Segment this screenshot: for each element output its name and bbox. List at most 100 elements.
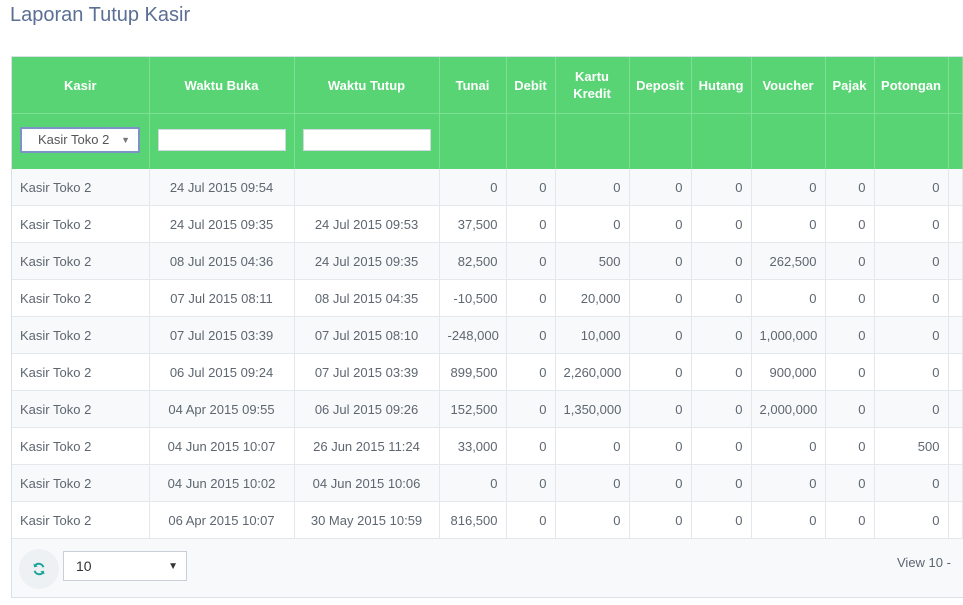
cell-deposit: 0 xyxy=(629,464,692,502)
cell-kasir: Kasir Toko 2 xyxy=(12,390,150,428)
cell-kasir: Kasir Toko 2 xyxy=(12,464,150,502)
cell-kartu-kredit: 500 xyxy=(555,242,630,280)
cell-tunai: 37,500 xyxy=(439,205,507,243)
cell-pajak: 0 xyxy=(825,501,875,539)
cell-kartu-kredit: 0 xyxy=(555,169,630,206)
column-header-waktu-tutup[interactable]: Waktu Tutup xyxy=(294,57,440,114)
table-row[interactable]: Kasir Toko 2 04 Jun 2015 10:02 04 Jun 2015… xyxy=(12,464,963,502)
cell-waktu-tutup: 24 Jul 2015 09:35 xyxy=(294,242,440,280)
cell-waktu-tutup: 08 Jul 2015 04:35 xyxy=(294,279,440,317)
cell-waktu-tutup: 07 Jul 2015 03:39 xyxy=(294,353,440,391)
cell-debit: 0 xyxy=(506,464,556,502)
cell-debit: 0 xyxy=(506,279,556,317)
cell-debit: 0 xyxy=(506,353,556,391)
cell-kartu-kredit: 10,000 xyxy=(555,316,630,354)
cell-waktu-tutup xyxy=(294,169,440,206)
cell-pajak: 0 xyxy=(825,205,875,243)
cell-kasir: Kasir Toko 2 xyxy=(12,353,150,391)
chevron-down-icon: ▼ xyxy=(168,560,178,572)
cell-hutang: 0 xyxy=(691,464,752,502)
cell-kasir: Kasir Toko 2 xyxy=(12,205,150,243)
column-header-overflow xyxy=(948,57,963,114)
cell-overflow xyxy=(948,353,963,391)
cell-kasir: Kasir Toko 2 xyxy=(12,316,150,354)
cell-debit: 0 xyxy=(506,316,556,354)
table-row[interactable]: Kasir Toko 2 08 Jul 2015 04:36 24 Jul 2015… xyxy=(12,242,963,280)
filter-row: Kasir Toko 2 ▼ xyxy=(12,113,963,169)
cell-waktu-buka: 08 Jul 2015 04:36 xyxy=(149,242,295,280)
cell-voucher: 0 xyxy=(751,279,826,317)
kasir-filter-select[interactable]: Kasir Toko 2 ▼ xyxy=(20,126,140,153)
page-size-value: 10 xyxy=(76,558,92,574)
table-row[interactable]: Kasir Toko 2 07 Jul 2015 08:11 08 Jul 2015… xyxy=(12,279,963,317)
cell-deposit: 0 xyxy=(629,316,692,354)
cell-tunai: -248,000 xyxy=(439,316,507,354)
cell-waktu-buka: 04 Jun 2015 10:07 xyxy=(149,427,295,465)
cell-debit: 0 xyxy=(506,169,556,206)
cell-tunai: 816,500 xyxy=(439,501,507,539)
report-table: Kasir Waktu Buka Waktu Tutup Tunai Debit… xyxy=(12,57,963,539)
cell-potongan: 0 xyxy=(874,316,949,354)
table-row[interactable]: Kasir Toko 2 24 Jul 2015 09:54 0 0 0 0 0 0 0 0 xyxy=(12,169,963,206)
cell-debit: 0 xyxy=(506,242,556,280)
column-header-kartu-kredit[interactable]: Kartu Kredit xyxy=(555,57,630,114)
report-rows: Kasir Toko 2 24 Jul 2015 09:54 0 0 0 0 0 0 0 0 Kas… xyxy=(12,169,963,539)
column-header-kasir[interactable]: Kasir xyxy=(12,57,150,114)
cell-kartu-kredit: 20,000 xyxy=(555,279,630,317)
cell-tunai: 899,500 xyxy=(439,353,507,391)
table-row[interactable]: Kasir Toko 2 04 Jun 2015 10:07 26 Jun 2015… xyxy=(12,427,963,465)
cash-register-report-grid: Kasir Waktu Buka Waktu Tutup Tunai Debit… xyxy=(11,56,963,598)
cell-overflow xyxy=(948,427,963,465)
cell-waktu-buka: 04 Jun 2015 10:02 xyxy=(149,464,295,502)
cell-waktu-buka: 24 Jul 2015 09:54 xyxy=(149,169,295,206)
cell-hutang: 0 xyxy=(691,390,752,428)
cell-kartu-kredit: 0 xyxy=(555,464,630,502)
cell-waktu-tutup: 30 May 2015 10:59 xyxy=(294,501,440,539)
cell-overflow xyxy=(948,279,963,317)
cell-overflow xyxy=(948,390,963,428)
column-header-debit[interactable]: Debit xyxy=(506,57,556,114)
page-size-select[interactable]: 10 ▼ xyxy=(63,551,187,581)
cell-potongan: 500 xyxy=(874,427,949,465)
cell-hutang: 0 xyxy=(691,427,752,465)
view-records-info: View 10 - xyxy=(897,555,951,570)
table-row[interactable]: Kasir Toko 2 06 Jul 2015 09:24 07 Jul 2015… xyxy=(12,353,963,391)
column-header-waktu-buka[interactable]: Waktu Buka xyxy=(149,57,295,114)
column-header-pajak[interactable]: Pajak xyxy=(825,57,875,114)
cell-kartu-kredit: 0 xyxy=(555,427,630,465)
cell-waktu-buka: 04 Apr 2015 09:55 xyxy=(149,390,295,428)
table-row[interactable]: Kasir Toko 2 04 Apr 2015 09:55 06 Jul 2015… xyxy=(12,390,963,428)
cell-hutang: 0 xyxy=(691,316,752,354)
table-row[interactable]: Kasir Toko 2 06 Apr 2015 10:07 30 May 2015… xyxy=(12,501,963,539)
cell-voucher: 0 xyxy=(751,501,826,539)
cell-deposit: 0 xyxy=(629,353,692,391)
table-row[interactable]: Kasir Toko 2 24 Jul 2015 09:35 24 Jul 2015… xyxy=(12,205,963,243)
cell-deposit: 0 xyxy=(629,427,692,465)
column-header-potongan[interactable]: Potongan xyxy=(874,57,949,114)
cell-voucher: 0 xyxy=(751,464,826,502)
cell-pajak: 0 xyxy=(825,242,875,280)
table-row[interactable]: Kasir Toko 2 07 Jul 2015 03:39 07 Jul 2015… xyxy=(12,316,963,354)
refresh-button[interactable] xyxy=(19,549,59,589)
cell-hutang: 0 xyxy=(691,353,752,391)
cell-tunai: 82,500 xyxy=(439,242,507,280)
cell-voucher: 900,000 xyxy=(751,353,826,391)
cell-kasir: Kasir Toko 2 xyxy=(12,279,150,317)
page-title: Laporan Tutup Kasir xyxy=(10,4,191,26)
cell-debit: 0 xyxy=(506,205,556,243)
waktu-buka-filter-input[interactable] xyxy=(157,129,286,152)
cell-potongan: 0 xyxy=(874,169,949,206)
cell-waktu-buka: 07 Jul 2015 08:11 xyxy=(149,279,295,317)
waktu-tutup-filter-input[interactable] xyxy=(302,129,431,152)
column-header-deposit[interactable]: Deposit xyxy=(629,57,692,114)
cell-overflow xyxy=(948,205,963,243)
cell-waktu-tutup: 04 Jun 2015 10:06 xyxy=(294,464,440,502)
cell-potongan: 0 xyxy=(874,205,949,243)
cell-hutang: 0 xyxy=(691,279,752,317)
cell-voucher: 0 xyxy=(751,169,826,206)
cell-tunai: 152,500 xyxy=(439,390,507,428)
column-header-hutang[interactable]: Hutang xyxy=(691,57,752,114)
cell-overflow xyxy=(948,464,963,502)
column-header-voucher[interactable]: Voucher xyxy=(751,57,826,114)
column-header-tunai[interactable]: Tunai xyxy=(439,57,507,114)
